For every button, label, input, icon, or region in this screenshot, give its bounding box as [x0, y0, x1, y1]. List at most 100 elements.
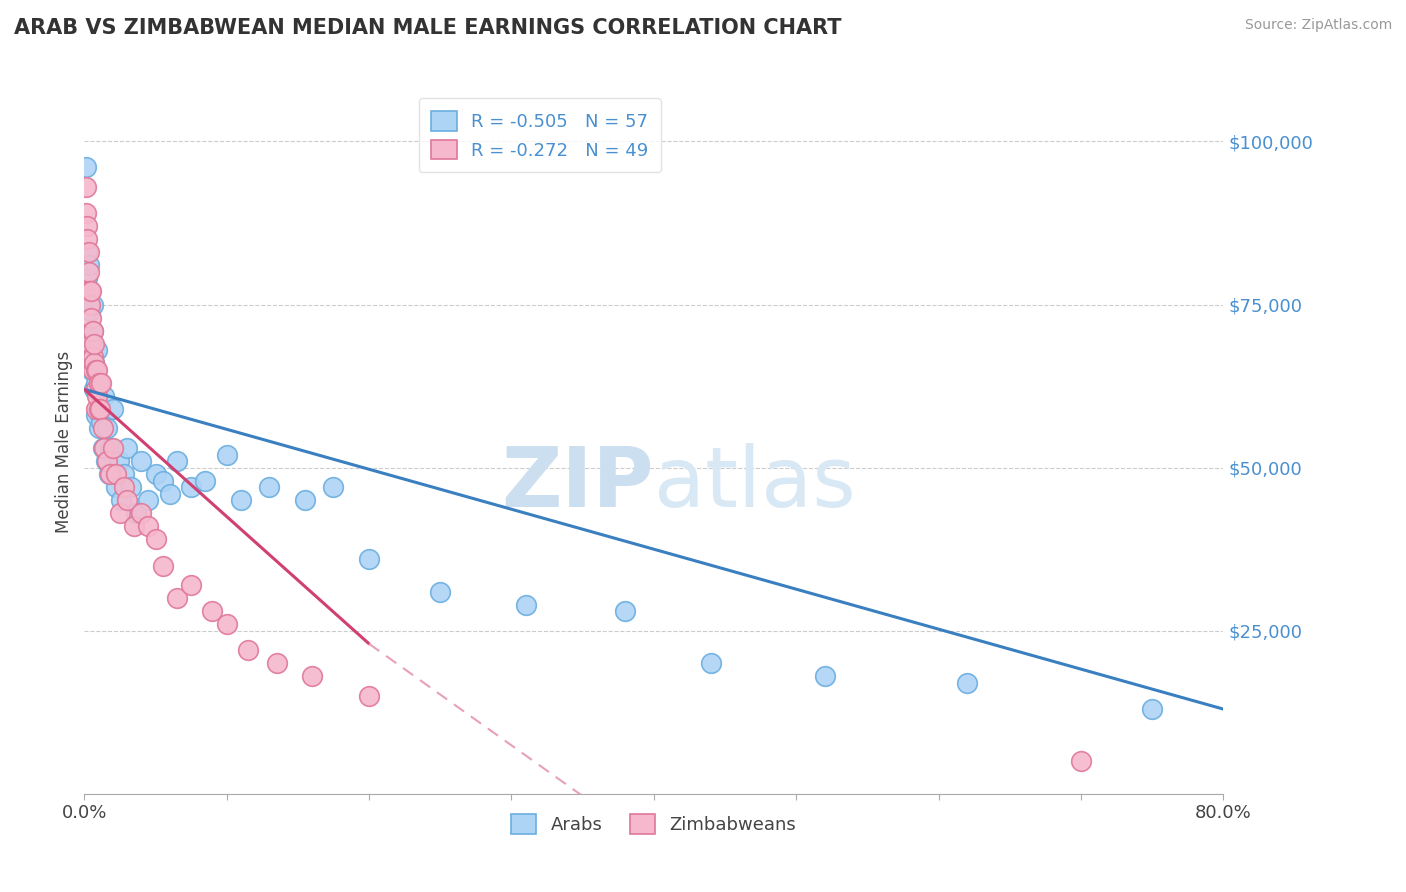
Point	[1140, 702, 1163, 716]
Point	[97, 467, 120, 482]
Point	[152, 474, 174, 488]
Point	[614, 604, 637, 618]
Text: ZIP: ZIP	[502, 443, 654, 524]
Point	[80, 310, 103, 325]
Point	[90, 376, 112, 390]
Point	[120, 480, 142, 494]
Point	[194, 474, 217, 488]
Point	[84, 376, 107, 390]
Point	[145, 533, 167, 547]
Point	[180, 578, 202, 592]
Point	[89, 401, 111, 416]
Point	[84, 382, 107, 396]
Point	[76, 219, 98, 234]
Point	[93, 441, 115, 455]
Point	[91, 441, 114, 455]
Point	[98, 441, 121, 455]
Point	[131, 506, 153, 520]
Point	[96, 421, 118, 435]
Point	[86, 363, 108, 377]
Point	[87, 421, 110, 435]
Y-axis label: Median Male Earnings: Median Male Earnings	[55, 351, 73, 533]
Point	[301, 669, 323, 683]
Point	[115, 493, 138, 508]
Point	[80, 324, 103, 338]
Point	[104, 480, 127, 494]
Point	[87, 401, 110, 416]
Point	[259, 480, 281, 494]
Point	[956, 676, 979, 690]
Point	[322, 480, 344, 494]
Point	[112, 467, 135, 482]
Point	[83, 356, 105, 370]
Point	[138, 493, 160, 508]
Point	[84, 363, 107, 377]
Point	[80, 336, 103, 351]
Point	[166, 591, 188, 606]
Point	[201, 604, 224, 618]
Point	[294, 493, 316, 508]
Point	[79, 297, 101, 311]
Point	[700, 657, 723, 671]
Point	[77, 291, 100, 305]
Point	[80, 363, 103, 377]
Text: Source: ZipAtlas.com: Source: ZipAtlas.com	[1244, 18, 1392, 32]
Point	[104, 467, 127, 482]
Point	[180, 480, 202, 494]
Text: ARAB VS ZIMBABWEAN MEDIAN MALE EARNINGS CORRELATION CHART: ARAB VS ZIMBABWEAN MEDIAN MALE EARNINGS …	[14, 18, 842, 37]
Point	[80, 285, 103, 299]
Point	[94, 454, 117, 468]
Point	[93, 389, 115, 403]
Point	[86, 343, 108, 358]
Point	[76, 245, 98, 260]
Point	[82, 324, 104, 338]
Point	[77, 265, 100, 279]
Point	[77, 259, 100, 273]
Point	[1070, 754, 1092, 768]
Point	[77, 245, 100, 260]
Point	[814, 669, 837, 683]
Point	[96, 454, 118, 468]
Point	[122, 519, 145, 533]
Point	[87, 401, 110, 416]
Point	[79, 336, 101, 351]
Point	[110, 493, 132, 508]
Point	[82, 363, 104, 377]
Point	[82, 324, 104, 338]
Point	[86, 382, 108, 396]
Legend: Arabs, Zimbabweans: Arabs, Zimbabweans	[496, 799, 811, 848]
Point	[76, 271, 98, 285]
Point	[215, 448, 238, 462]
Point	[359, 689, 381, 703]
Point	[108, 506, 131, 520]
Point	[98, 467, 121, 482]
Point	[429, 584, 451, 599]
Point	[82, 350, 104, 364]
Point	[166, 454, 188, 468]
Point	[91, 421, 114, 435]
Point	[82, 297, 104, 311]
Point	[101, 441, 124, 455]
Point	[75, 180, 97, 194]
Point	[152, 558, 174, 573]
Point	[124, 506, 146, 520]
Point	[229, 493, 252, 508]
Point	[89, 376, 111, 390]
Point	[515, 598, 537, 612]
Point	[101, 401, 124, 416]
Point	[266, 657, 288, 671]
Point	[90, 415, 112, 429]
Point	[83, 382, 105, 396]
Point	[83, 336, 105, 351]
Point	[145, 467, 167, 482]
Point	[215, 617, 238, 632]
Point	[86, 389, 108, 403]
Point	[75, 206, 97, 220]
Point	[76, 232, 98, 246]
Point	[75, 161, 97, 175]
Point	[236, 643, 259, 657]
Point	[107, 454, 129, 468]
Point	[83, 356, 105, 370]
Point	[159, 487, 181, 501]
Point	[87, 376, 110, 390]
